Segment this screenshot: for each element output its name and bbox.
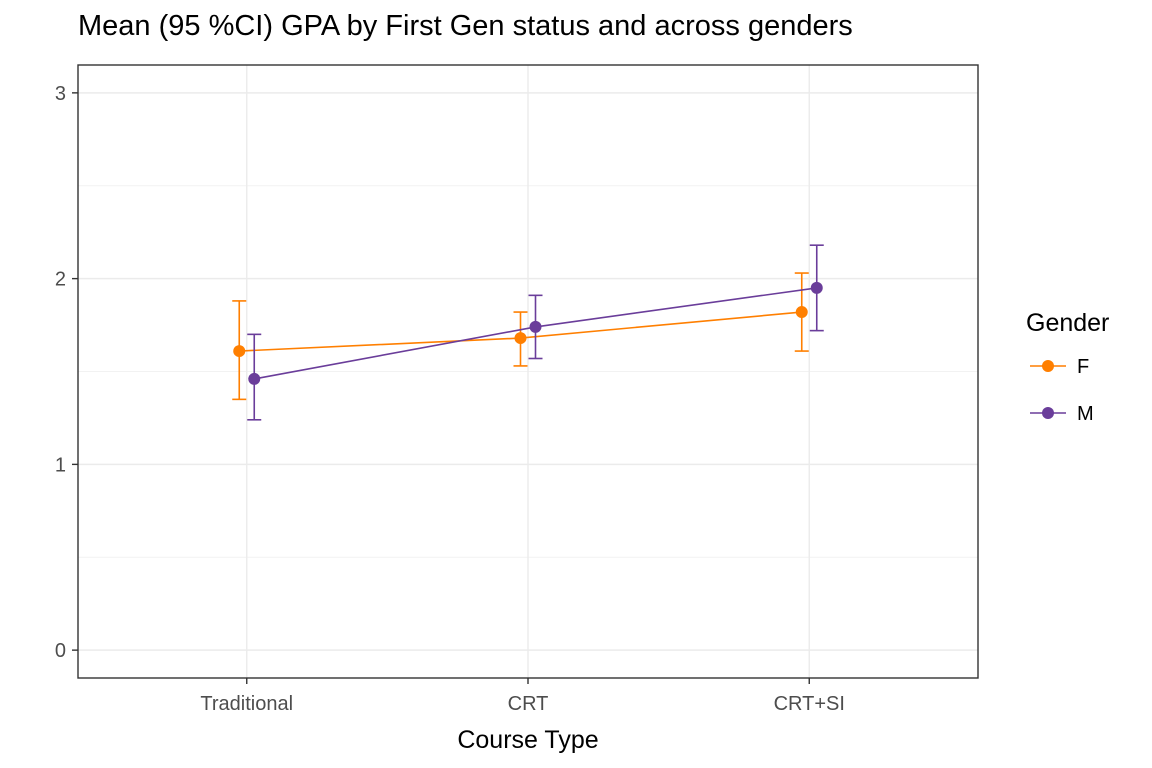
y-tick-label: 2: [55, 269, 66, 291]
series-M: [247, 244, 824, 421]
series-F: [232, 272, 809, 401]
legend-label: M: [1077, 403, 1094, 425]
data-layer: [232, 244, 824, 421]
axis-layer: 0 1 2 3 Traditional CRT CRT+SI: [55, 83, 845, 715]
y-tick-label: 1: [55, 454, 66, 476]
legend-label: F: [1077, 356, 1089, 378]
y-tick-label: 0: [55, 640, 66, 662]
legend-key-point: [1042, 407, 1054, 419]
data-point: [795, 306, 808, 319]
y-tick-label: 3: [55, 83, 66, 105]
data-point: [233, 345, 246, 358]
x-tick-label: Traditional: [200, 693, 293, 715]
data-point: [810, 281, 823, 294]
x-tick-label: CRT: [508, 693, 549, 715]
data-point: [529, 320, 542, 333]
data-point: [514, 332, 527, 345]
legend: Gender F M: [1026, 309, 1109, 425]
chart-title: Mean (95 %CI) GPA by First Gen status an…: [78, 10, 853, 42]
x-axis-title: Course Type: [457, 726, 598, 754]
data-point: [248, 372, 261, 385]
grid-lines: [78, 65, 978, 678]
legend-title: Gender: [1026, 309, 1109, 337]
x-tick-label: CRT+SI: [774, 693, 845, 715]
legend-key-point: [1042, 360, 1054, 372]
